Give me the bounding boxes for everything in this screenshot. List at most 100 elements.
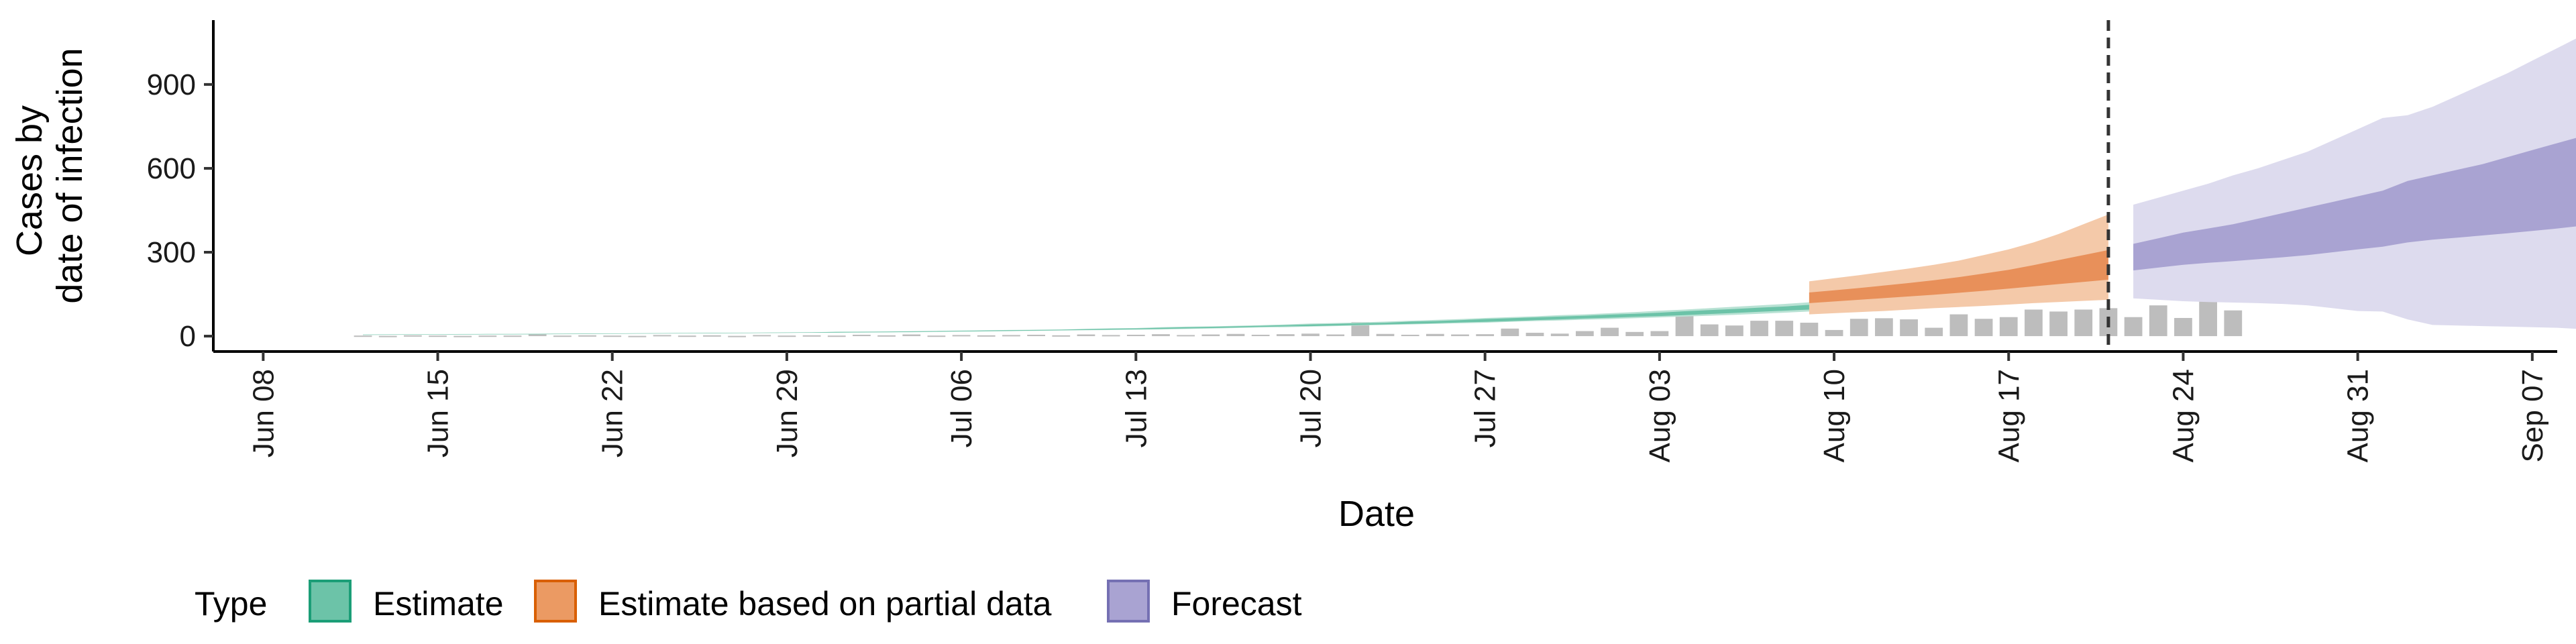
reported-cases-bar	[1451, 334, 1469, 337]
reported-cases-bar	[1800, 323, 1819, 337]
plot-area	[354, 20, 2576, 352]
y-tick-label: 0	[180, 320, 196, 353]
x-tick-label: Jun 29	[771, 369, 804, 458]
reported-cases-bar	[1999, 317, 2018, 337]
reported-cases-bar	[503, 335, 522, 337]
reported-cases-bar	[1027, 334, 1045, 337]
reported-cases-bar	[703, 335, 721, 337]
legend-key-estimate	[309, 580, 352, 623]
y-tick-label: 900	[147, 68, 196, 101]
reported-cases-bar	[1201, 334, 1220, 337]
reported-cases-bar	[1900, 319, 1918, 337]
legend-title: Type	[195, 585, 267, 623]
reported-cases-bar	[1301, 333, 1320, 337]
x-tick-label: Aug 24	[2167, 369, 2200, 462]
legend-key-partial	[534, 580, 577, 623]
reported-cases-bar	[1251, 334, 1270, 337]
legend-label-estimate: Estimate	[373, 585, 504, 623]
reported-cases-bar	[1276, 334, 1295, 337]
reported-cases-bar	[1625, 331, 1644, 337]
reported-cases-bar	[802, 335, 821, 337]
reported-cases-bar	[1525, 333, 1544, 337]
x-axis-ticks: Jun 08 Jun 15 Jun 22 Jun 29 Jul 06 Jul 13 Jul …	[247, 352, 2549, 462]
x-tick-label: Aug 31	[2342, 369, 2375, 462]
reported-cases-bar	[354, 335, 372, 337]
reported-cases-bar	[429, 335, 447, 337]
reported-cases-bar	[1725, 325, 1743, 337]
reported-cases-bar	[1974, 319, 1993, 337]
reported-cases-bar	[2174, 317, 2192, 337]
y-axis-title-line-2: date of infection	[50, 48, 90, 303]
reported-cases-bar	[1126, 334, 1145, 337]
reported-cases-bar	[1650, 331, 1669, 337]
reported-cases-bar	[1052, 335, 1071, 337]
reported-cases-bar	[1700, 324, 1719, 337]
reported-cases-bar	[827, 335, 846, 337]
reported-cases-bar	[1775, 321, 1794, 337]
x-tick-label: Aug 17	[1992, 369, 2025, 462]
reported-cases-bar	[1575, 331, 1594, 337]
estimate-50-interval-band	[363, 297, 1909, 335]
legend-label-partial: Estimate based on partial data	[598, 585, 1052, 623]
reported-cases-bar	[453, 335, 472, 337]
reported-cases-bar	[578, 335, 596, 337]
reported-cases-bar	[2025, 309, 2043, 337]
y-tick-label: 600	[147, 152, 196, 185]
y-axis-title-line-1: Cases by	[9, 105, 50, 256]
x-axis-title: Date	[1338, 494, 1415, 534]
reported-cases-bar	[728, 335, 746, 337]
reported-cases-bar	[1401, 334, 1419, 337]
reported-cases-bar	[1476, 334, 1495, 337]
reported-cases-bar	[1152, 334, 1170, 337]
estimate-90-interval-band	[363, 294, 1909, 335]
reported-cases-bar	[2124, 317, 2143, 337]
reported-cases-bar	[853, 334, 871, 337]
reported-cases-bar	[1376, 333, 1395, 337]
reported-cases-bar	[927, 335, 946, 337]
reported-cases-bar	[902, 334, 921, 337]
x-tick-label: Jul 13	[1120, 369, 1152, 447]
reported-cases-bar	[777, 335, 796, 337]
reported-cases-bar	[2074, 309, 2093, 337]
reported-cases-bar	[1077, 334, 1095, 337]
reported-cases-bar	[1925, 327, 1943, 337]
reported-cases-bar	[478, 335, 497, 337]
forecast-50-interval-band	[2133, 138, 2576, 271]
reported-cases-bar	[1550, 333, 1569, 337]
legend-key-forecast	[1107, 580, 1150, 623]
legend-label-forecast: Forecast	[1171, 585, 1302, 623]
x-tick-label: Jul 06	[945, 369, 978, 447]
x-tick-label: Jun 15	[422, 369, 455, 458]
reported-cases-bar	[1750, 321, 1768, 337]
reported-cases-bar	[977, 335, 996, 337]
ribbons	[363, 38, 2576, 335]
reported-cases-bar	[553, 335, 572, 337]
legend: Type Estimate Estimate based on partial …	[195, 580, 1302, 623]
x-tick-label: Jul 27	[1469, 369, 1502, 447]
y-axis-title: Cases by date of infection	[9, 48, 90, 303]
reported-cases-bar	[1177, 335, 1195, 337]
reported-cases-bar	[877, 335, 896, 337]
x-tick-label: Sep 07	[2516, 369, 2549, 462]
x-tick-label: Jun 08	[247, 369, 280, 458]
reported-cases-bar	[378, 335, 397, 337]
reported-cases-bar	[2049, 311, 2068, 337]
reported-cases-bar	[2224, 310, 2243, 337]
x-tick-label: Aug 03	[1644, 369, 1676, 462]
reported-cases-bar	[1501, 328, 1519, 337]
reported-cases-bar	[1351, 322, 1370, 337]
reported-cases-bar	[1825, 329, 1843, 337]
reported-cases-bar	[603, 335, 622, 337]
reported-cases-bars	[354, 287, 2243, 337]
reported-cases-bar	[1949, 314, 1968, 337]
reported-cases-bar	[2149, 305, 2167, 337]
reported-cases-bar	[653, 335, 672, 337]
reported-cases-bar	[1426, 333, 1444, 337]
reported-cases-bar	[1226, 333, 1245, 337]
reported-cases-bar	[952, 335, 971, 337]
y-tick-label: 300	[147, 236, 196, 269]
reported-cases-bar	[1601, 327, 1619, 337]
reported-cases-bar	[1102, 335, 1120, 337]
reported-cases-bar	[753, 335, 771, 337]
